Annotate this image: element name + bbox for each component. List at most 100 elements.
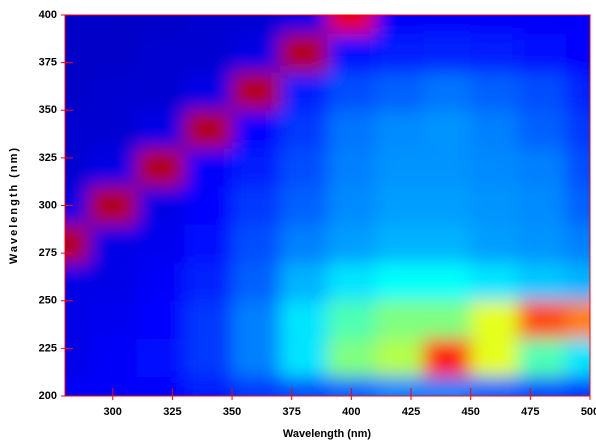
cell [65, 300, 89, 339]
cell [184, 224, 233, 263]
cell [279, 224, 328, 263]
cell [375, 338, 423, 377]
cell [470, 148, 519, 187]
cell [422, 148, 471, 187]
cell [232, 376, 280, 396]
cell [184, 34, 233, 73]
cell [136, 34, 185, 73]
cell [566, 110, 590, 149]
cell [470, 300, 519, 339]
cell [327, 186, 376, 225]
cell [422, 110, 471, 149]
cell [422, 34, 471, 73]
cell [518, 110, 567, 149]
cell [136, 186, 185, 225]
cell [279, 110, 328, 149]
cell [279, 34, 328, 73]
cell [65, 376, 89, 396]
cell [518, 262, 567, 301]
cell [136, 300, 185, 339]
cell [136, 262, 185, 301]
x-tick-label: 450 [462, 406, 480, 418]
cell [566, 262, 590, 301]
cell [88, 224, 137, 263]
y-tick-label: 250 [39, 295, 57, 307]
cell [327, 15, 376, 35]
cell [279, 338, 328, 377]
cell [232, 15, 280, 35]
cell [327, 376, 376, 396]
x-tick-label: 425 [402, 406, 420, 418]
cell [232, 338, 280, 377]
cell [232, 148, 280, 187]
cell [422, 72, 471, 111]
y-tick-label: 350 [39, 104, 57, 116]
x-tick-label: 475 [521, 406, 539, 418]
cell [375, 262, 423, 301]
cell [184, 148, 233, 187]
y-tick-label: 200 [39, 390, 57, 402]
cell [375, 34, 423, 73]
cell [279, 186, 328, 225]
cell [136, 224, 185, 263]
cell [566, 376, 590, 396]
cell [518, 34, 567, 73]
cell [470, 34, 519, 73]
cell [470, 186, 519, 225]
cell [88, 34, 137, 73]
cell [136, 148, 185, 187]
cell [279, 72, 328, 111]
cell [65, 186, 89, 225]
cell [232, 224, 280, 263]
y-tick-label: 375 [39, 57, 57, 69]
cell [375, 224, 423, 263]
cell [422, 300, 471, 339]
cell [518, 186, 567, 225]
cell [136, 338, 185, 377]
cell [65, 15, 89, 35]
cell [422, 186, 471, 225]
cell [518, 224, 567, 263]
x-tick-label: 500 [581, 406, 596, 418]
cell [566, 148, 590, 187]
cell [232, 262, 280, 301]
cell [327, 72, 376, 111]
y-tick-label: 300 [39, 199, 57, 211]
cell [184, 338, 233, 377]
cell [327, 262, 376, 301]
cell [184, 300, 233, 339]
cell [279, 300, 328, 339]
intensity-field [65, 15, 590, 396]
cell [375, 148, 423, 187]
cell [232, 110, 280, 149]
cell [566, 338, 590, 377]
x-axis-title: Wavelength (nm) [283, 428, 372, 440]
cell [327, 338, 376, 377]
cell [422, 15, 471, 35]
cell [88, 186, 137, 225]
y-tick-label: 275 [39, 247, 57, 259]
cell [518, 338, 567, 377]
cell [88, 72, 137, 111]
cell [470, 72, 519, 111]
cell [279, 262, 328, 301]
cell [566, 224, 590, 263]
cell [88, 338, 137, 377]
cell [327, 34, 376, 73]
cell [375, 186, 423, 225]
x-tick-label: 375 [283, 406, 301, 418]
cell [232, 300, 280, 339]
cell [375, 15, 423, 35]
cell [327, 110, 376, 149]
cell [232, 34, 280, 73]
cell [566, 186, 590, 225]
cell [566, 300, 590, 339]
cell [470, 15, 519, 35]
cell [422, 262, 471, 301]
cell [279, 148, 328, 187]
cell [470, 376, 519, 396]
x-tick-label: 350 [223, 406, 241, 418]
cell [136, 110, 185, 149]
cell [65, 262, 89, 301]
